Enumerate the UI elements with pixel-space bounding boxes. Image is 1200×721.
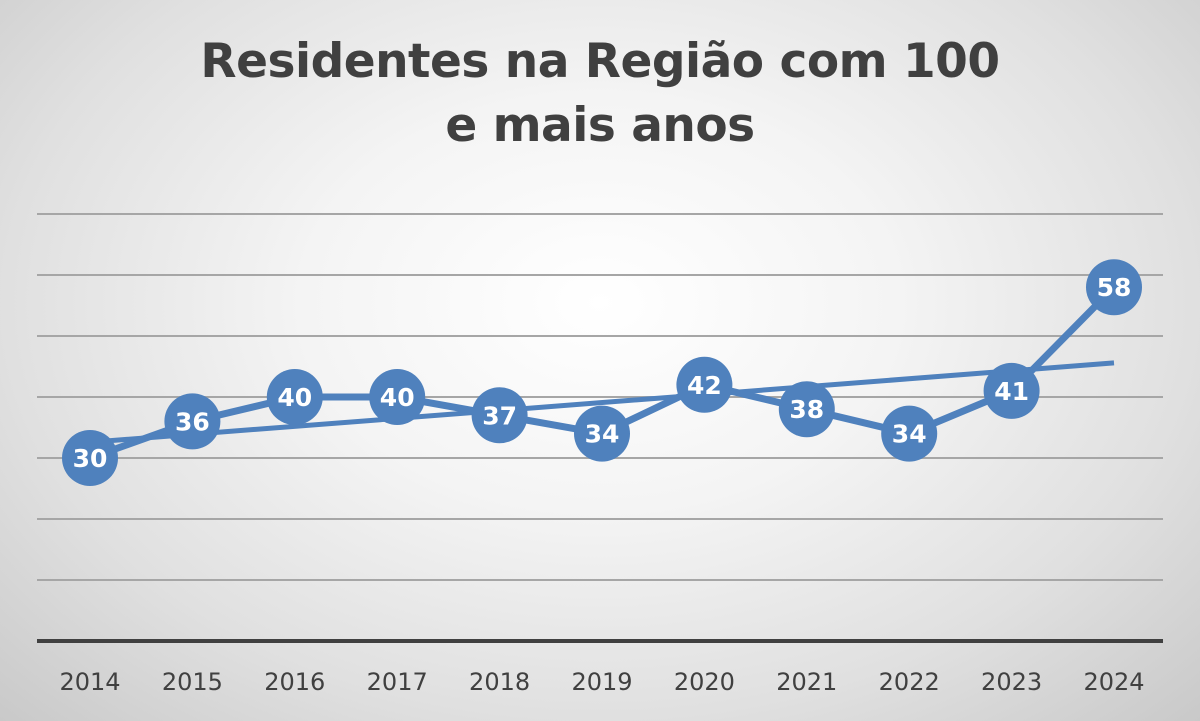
data-label: 38 — [789, 395, 824, 424]
data-label: 37 — [482, 401, 517, 430]
x-tick-label: 2020 — [674, 668, 735, 696]
data-point-marker — [1086, 259, 1142, 316]
chart-title-line-2: e mais anos — [445, 98, 755, 153]
x-tick-label: 2024 — [1083, 668, 1144, 696]
x-tick-label: 2018 — [469, 668, 530, 696]
data-point-marker — [881, 405, 938, 462]
data-label: 36 — [175, 407, 210, 436]
data-label: 30 — [73, 444, 108, 473]
data-label: 34 — [585, 420, 620, 449]
trendline — [89, 360, 1115, 445]
data-label: 40 — [277, 383, 312, 412]
data-point-marker — [676, 356, 733, 413]
x-tick-label: 2021 — [776, 668, 837, 696]
data-point-marker — [574, 405, 630, 462]
data-point-marker — [164, 393, 221, 450]
x-tick-label: 2023 — [981, 668, 1042, 696]
data-point-marker — [369, 369, 426, 425]
data-point-marker — [471, 387, 528, 444]
chart-title-line-1: Residentes na Região com 100 — [200, 34, 1000, 89]
data-point-marker — [983, 362, 1040, 419]
x-tick-label: 2017 — [367, 668, 428, 696]
chart-title: Residentes na Região com 100 e mais anos — [0, 30, 1200, 158]
x-tick-label: 2019 — [571, 668, 632, 696]
data-point-marker — [62, 430, 118, 486]
x-tick-label: 2014 — [59, 668, 120, 696]
data-label: 42 — [687, 371, 722, 400]
data-label: 58 — [1097, 273, 1132, 302]
data-point-marker — [778, 381, 835, 438]
x-tick-label: 2016 — [264, 668, 325, 696]
data-point-marker — [266, 369, 323, 425]
data-label: 40 — [380, 383, 415, 412]
data-label: 41 — [994, 377, 1029, 406]
data-label: 34 — [892, 420, 927, 449]
x-tick-label: 2015 — [162, 668, 223, 696]
x-tick-label: 2022 — [879, 668, 940, 696]
